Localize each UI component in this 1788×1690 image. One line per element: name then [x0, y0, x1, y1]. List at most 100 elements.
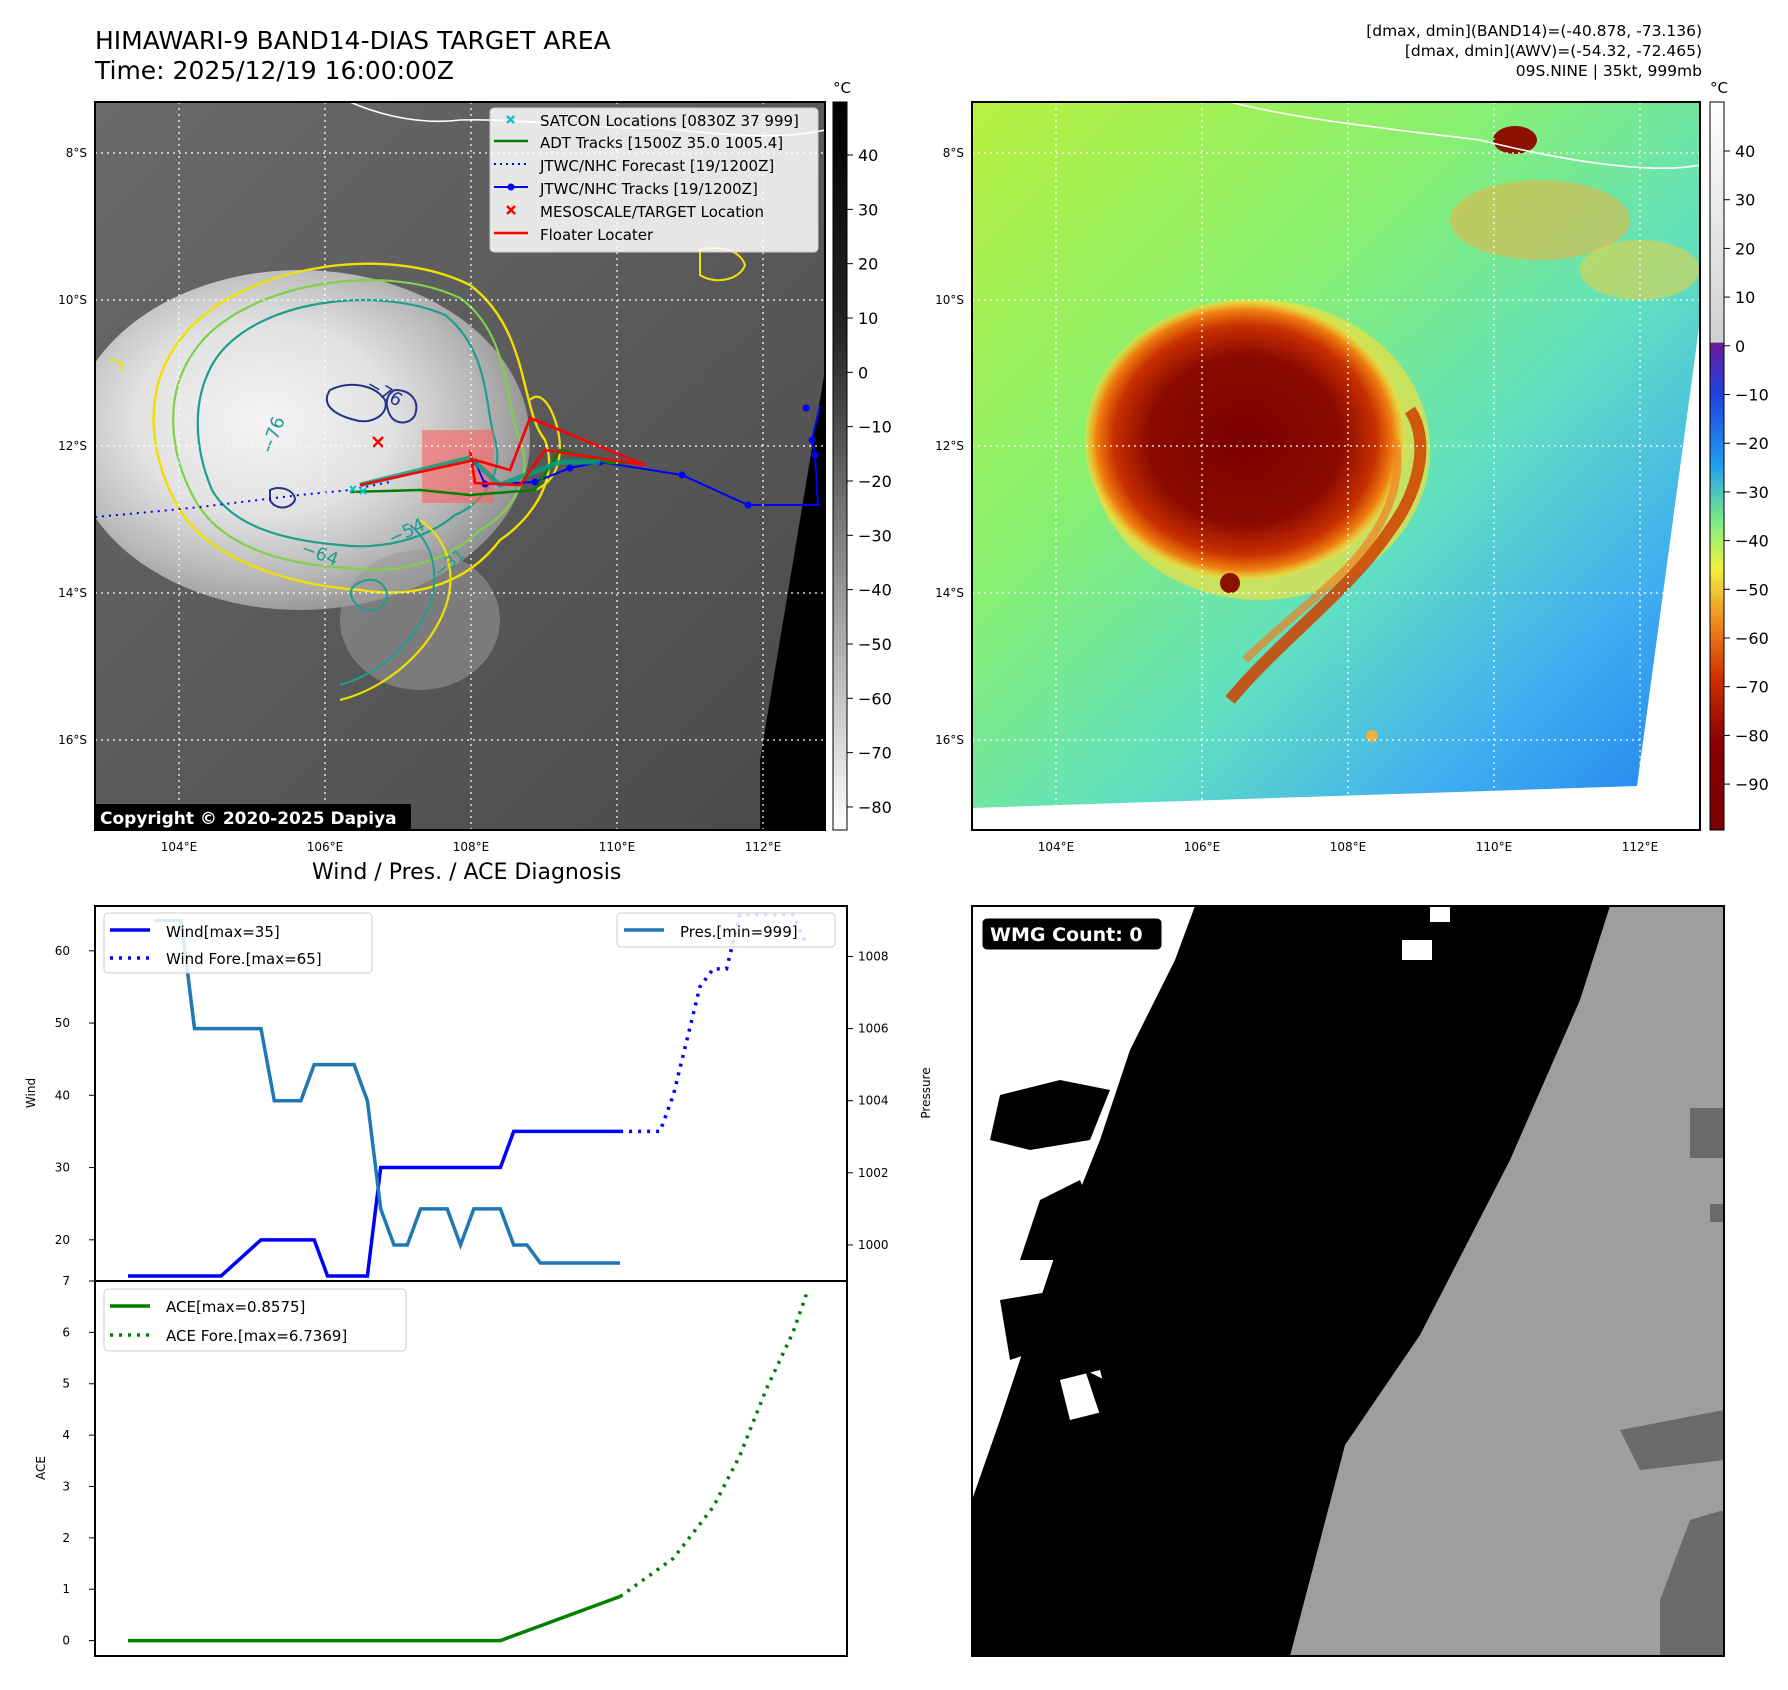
ir-colorbar-ticks: 40 30 20 10 0 −10 −20 −30 −40 −50 −60 −70 −80 [847, 146, 892, 817]
ir-colorbar [832, 101, 848, 831]
ir-cb-tick-label: 0 [858, 363, 868, 382]
awv-cb-tick-label: 0 [1735, 337, 1745, 356]
ir-cb-tick-label: −80 [858, 798, 892, 817]
ir-cb-tick-label: −20 [858, 472, 892, 491]
wind-axis-label: Wind [24, 1078, 38, 1108]
ir-map-panel: −76 −76 −54 −64 −31 [94, 79, 892, 831]
lon-tick-label: 110°E [599, 840, 636, 854]
ir-cb-tick-label: −30 [858, 526, 892, 545]
wmg-panel: WMG Count: 0 [971, 905, 1725, 1657]
contour-teal [196, 298, 499, 548]
ir-cb-tick-label: 30 [858, 200, 878, 219]
ace-tick-label: 7 [62, 1274, 70, 1288]
wind-pressure-series [128, 912, 808, 1278]
figure-title: HIMAWARI-9 BAND14-DIAS TARGET AREA [95, 26, 611, 55]
awv-colorbar-ticks: 40 30 20 10 0 −10 −20 −30 −40 −50 −60 −70 −80 −90 [1724, 142, 1769, 794]
legend-item-jtwc-forecast: JTWC/NHC Forecast [19/1200Z] [494, 157, 774, 175]
awv-cb-tick-label: 20 [1735, 239, 1755, 258]
svg-text:ADT Tracks [1500Z 35.0 1005.4]: ADT Tracks [1500Z 35.0 1005.4] [540, 134, 783, 152]
legend-item-target: MESOSCALE/TARGET Location [506, 203, 764, 221]
svg-text:JTWC/NHC Forecast [19/1200Z]: JTWC/NHC Forecast [19/1200Z] [539, 157, 774, 175]
ir-cb-tick-label: −10 [858, 418, 892, 437]
legend-ace-forecast: ACE Fore.[max=6.7369] [166, 1327, 347, 1345]
awv-rainband [1225, 406, 1427, 704]
wind-ticks: 20 30 40 50 60 [55, 944, 95, 1247]
wind-legend: Wind[max=35] Wind Fore.[max=65] [103, 912, 373, 974]
ace-tick-label: 6 [62, 1325, 70, 1339]
lat-tick-label: 14°S [935, 586, 964, 600]
lon-tick-label: 110°E [1476, 840, 1513, 854]
awv-gridlines [972, 102, 1700, 830]
ir-colorbar-unit: °C [833, 79, 851, 97]
contour-light-green [172, 279, 526, 571]
wmg-white-region [972, 906, 1195, 1500]
wind-tick-label: 50 [55, 1016, 70, 1030]
pressure-tick-label: 1004 [858, 1094, 889, 1108]
lon-tick-label: 112°E [1622, 840, 1659, 854]
awv-cb-tick-label: 10 [1735, 288, 1755, 307]
pressure-tick-label: 1008 [858, 949, 889, 963]
ir-no-data-wedge [760, 370, 825, 830]
series-wind-max- [128, 1129, 621, 1278]
ir-cb-tick-label: 10 [858, 309, 878, 328]
legend-pressure: Pres.[min=999] [680, 923, 798, 941]
awv-cb-tick-label: −60 [1735, 629, 1769, 648]
dmax-band14-line: [dmax, dmin](BAND14)=(-40.878, -73.136) [1366, 22, 1702, 40]
ace-tick-label: 3 [62, 1479, 70, 1493]
ir-cb-tick-label: 40 [858, 146, 878, 165]
lat-tick-label: 14°S [58, 586, 87, 600]
legend-wind-forecast: Wind Fore.[max=65] [166, 950, 322, 968]
ir-cb-tick-label: −60 [858, 689, 892, 708]
wmg-frame [971, 905, 1725, 1657]
awv-cb-tick-label: −20 [1735, 434, 1769, 453]
pressure-axis-label: Pressure [919, 1067, 933, 1118]
legend-item-jtwc-tracks: JTWC/NHC Tracks [19/1200Z] [494, 180, 758, 198]
wmg-gray-region [1290, 906, 1724, 1656]
lat-tick-label: 10°S [935, 293, 964, 307]
awv-cb-tick-label: 40 [1735, 142, 1755, 161]
ir-cb-tick-label: −40 [858, 581, 892, 600]
pressure-tick-label: 1006 [858, 1022, 889, 1036]
legend-wind: Wind[max=35] [166, 923, 280, 941]
pressure-tick-label: 1000 [858, 1238, 889, 1252]
svg-text:SATCON Locations [0830Z 37 999: SATCON Locations [0830Z 37 999] [540, 112, 799, 130]
awv-colorbar-unit: °C [1710, 79, 1728, 97]
dmax-awv-line: [dmax, dmin](AWV)=(-54.32, -72.465) [1404, 42, 1702, 60]
lon-tick-label: 108°E [1330, 840, 1367, 854]
legend-box [489, 107, 819, 253]
adt-track [349, 448, 640, 497]
awv-cb-tick-label: −40 [1735, 532, 1769, 551]
jtwc-track-points [471, 404, 819, 509]
awv-map-panel: °C 40 30 20 10 0 −10 −20 −30 −40 −50 −60 −70 −80 −90 [971, 79, 1769, 831]
lat-tick-label: 16°S [58, 733, 87, 747]
awv-cb-tick-label: −10 [1735, 386, 1769, 405]
series-ace-fore-max- [619, 1293, 808, 1598]
pressure-tick-label: 1002 [858, 1166, 889, 1180]
lon-tick-label: 106°E [1184, 840, 1221, 854]
svg-text:JTWC/NHC Tracks [19/1200Z]: JTWC/NHC Tracks [19/1200Z] [539, 180, 758, 198]
lat-tick-label: 8°S [943, 146, 964, 160]
satcon-markers [349, 485, 367, 495]
legend-ace: ACE[max=0.8575] [166, 1298, 305, 1316]
svg-text:Floater Locater: Floater Locater [540, 226, 654, 244]
jtwc-forecast-track [95, 481, 391, 518]
contour-navy-1 [325, 383, 387, 423]
legend-item-adt: ADT Tracks [1500Z 35.0 1005.4] [494, 134, 783, 152]
awv-coastline [1229, 102, 1700, 169]
awv-cb-tick-label: −30 [1735, 483, 1769, 502]
lat-tick-label: 8°S [66, 146, 87, 160]
lon-tick-label: 106°E [307, 840, 344, 854]
awv-cold-spot [1493, 126, 1537, 154]
awv-cb-tick-label: −70 [1735, 678, 1769, 697]
awv-cb-tick-label: 30 [1735, 191, 1755, 210]
awv-cb-tick-label: −50 [1735, 580, 1769, 599]
wind-tick-label: 30 [55, 1161, 70, 1175]
wind-tick-label: 60 [55, 944, 70, 958]
ir-cloud-mass [95, 270, 530, 610]
ace-tick-label: 5 [62, 1377, 70, 1391]
lat-tick-label: 12°S [58, 439, 87, 453]
ir-cb-tick-label: −50 [858, 635, 892, 654]
copyright-label: Copyright © 2020-2025 Dapiya [100, 809, 397, 829]
